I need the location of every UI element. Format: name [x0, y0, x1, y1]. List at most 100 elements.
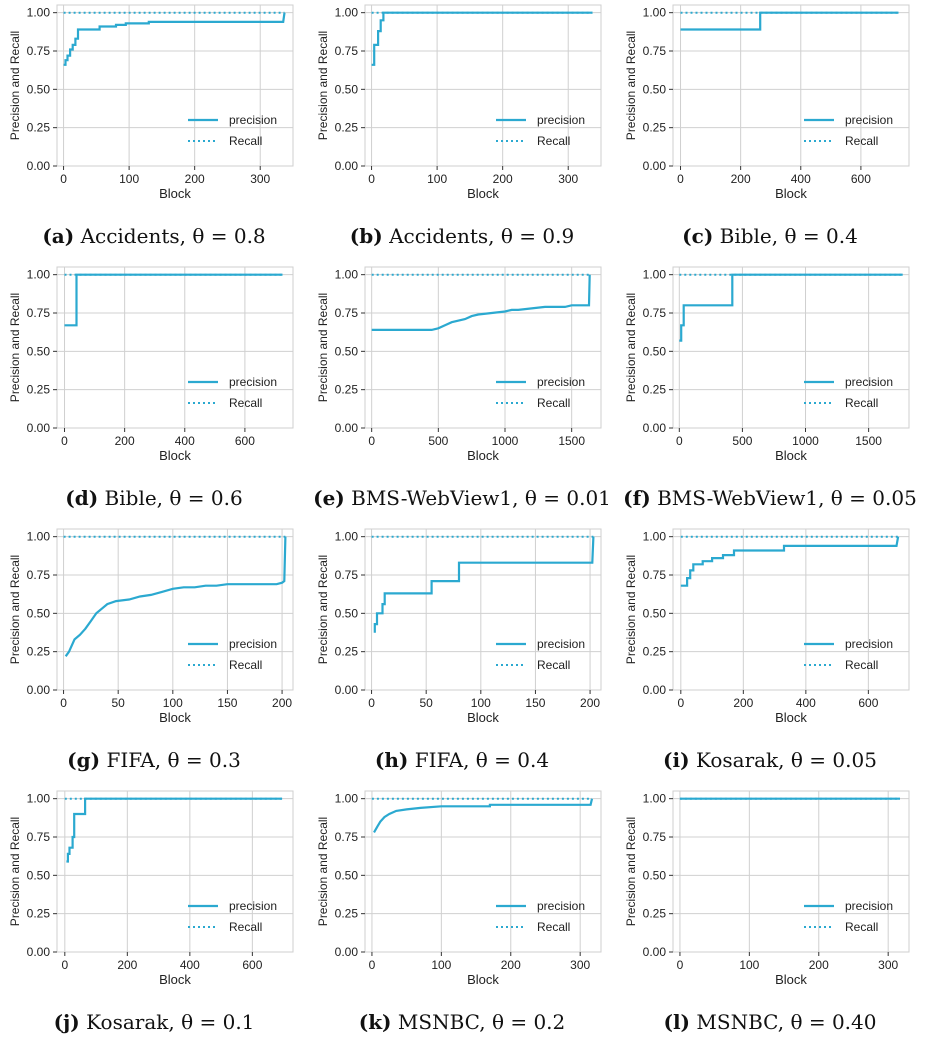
legend-label: Recall: [845, 920, 878, 934]
legend-label: precision: [229, 637, 277, 651]
x-tick-label: 600: [235, 434, 255, 448]
y-axis-label: Precision and Recall: [316, 555, 330, 664]
x-tick-label: 100: [163, 696, 183, 710]
y-axis-label: Precision and Recall: [624, 293, 638, 402]
series-line-precision: [680, 536, 900, 587]
subfigure-caption: (c) Bible, θ = 0.4: [616, 224, 924, 248]
plot-frame: [56, 528, 294, 691]
x-tick-label: 1500: [855, 434, 882, 448]
chart-panel: 0 200 400 600 0.00 0.25 0.50 0.75 1.00 Block Preci…: [0, 262, 308, 522]
plot-frame: [672, 790, 910, 953]
x-tick-label: 0: [368, 434, 375, 448]
series-line-precision: [64, 536, 287, 657]
plot-frame: [364, 790, 602, 953]
x-tick-label: 300: [878, 958, 898, 972]
x-tick-label: 200: [501, 958, 521, 972]
legend-label: Recall: [537, 920, 570, 934]
y-axis-label: Precision and Recall: [316, 817, 330, 926]
legend-label: precision: [229, 113, 277, 127]
x-tick-label: 50: [420, 696, 434, 710]
y-tick-label: 0.75: [27, 306, 51, 320]
legend-label: Recall: [229, 920, 262, 934]
y-tick-label: 0.25: [643, 383, 667, 397]
subfigure-caption: (g) FIFA, θ = 0.3: [0, 748, 308, 772]
x-axis-label: Block: [467, 186, 499, 201]
legend-label: precision: [845, 637, 893, 651]
y-tick-label: 0.00: [643, 159, 667, 173]
legend-label: precision: [845, 375, 893, 389]
x-tick-label: 0: [677, 696, 684, 710]
x-axis-label: Block: [467, 448, 499, 463]
subfigure-tag: (k): [358, 1010, 392, 1034]
chart-panel: 0 200 400 600 0.00 0.25 0.50 0.75 1.00 Block Preci…: [0, 786, 308, 1046]
y-tick-label: 1.00: [27, 6, 51, 20]
subfigure-caption: (d) Bible, θ = 0.6: [0, 486, 308, 510]
x-tick-label: 0: [60, 172, 67, 186]
y-tick-label: 0.75: [643, 306, 667, 320]
x-tick-label: 0: [61, 434, 68, 448]
y-tick-label: 0.50: [643, 606, 667, 620]
chart-panel: 0 100 200 300 0.00 0.25 0.50 0.75 1.00 Block Preci…: [0, 0, 308, 260]
series-line-precision: [66, 797, 283, 863]
y-tick-label: 0.75: [335, 568, 359, 582]
x-tick-label: 100: [427, 172, 447, 186]
y-tick-label: 1.00: [643, 530, 667, 544]
y-axis-label: Precision and Recall: [624, 31, 638, 140]
subfigure-tag: (f): [623, 486, 651, 510]
subfigure-tag: (e): [313, 486, 345, 510]
x-tick-label: 0: [677, 172, 684, 186]
x-axis-label: Block: [467, 710, 499, 725]
y-tick-label: 0.25: [27, 121, 51, 135]
chart-svg: 0 100 200 300 0.00 0.25 0.50 0.75 1.00 Block Preci…: [316, 4, 602, 201]
y-tick-label: 0.75: [643, 830, 667, 844]
legend-label: precision: [845, 113, 893, 127]
y-tick-label: 0.25: [335, 645, 359, 659]
subfigure-tag: (d): [65, 486, 99, 510]
y-tick-label: 0.00: [335, 945, 359, 959]
legend-label: precision: [537, 637, 585, 651]
y-tick-label: 0.50: [335, 82, 359, 96]
chart-panel: 0 500 1000 1500 0.00 0.25 0.50 0.75 1.00 Block Pre…: [308, 262, 616, 522]
subfigure-tag: (j): [53, 1010, 80, 1034]
y-tick-label: 1.00: [643, 792, 667, 806]
x-tick-label: 100: [119, 172, 139, 186]
y-tick-label: 0.25: [643, 645, 667, 659]
chart-svg: 0 500 1000 1500 0.00 0.25 0.50 0.75 1.00 Block Pre…: [316, 266, 602, 463]
legend-label: precision: [537, 375, 585, 389]
y-tick-label: 0.25: [27, 645, 51, 659]
y-tick-label: 0.50: [643, 868, 667, 882]
y-tick-label: 0.50: [27, 344, 51, 358]
y-tick-label: 0.00: [643, 421, 667, 435]
plot-frame: [56, 790, 294, 953]
y-axis-label: Precision and Recall: [8, 293, 22, 402]
x-tick-label: 200: [809, 958, 829, 972]
subfigure-caption-text: Accidents, θ = 0.8: [80, 224, 266, 248]
y-tick-label: 1.00: [335, 792, 359, 806]
x-axis-label: Block: [467, 972, 499, 987]
chart-svg: 0 200 400 600 0.00 0.25 0.50 0.75 1.00 Block Preci…: [624, 528, 910, 725]
subfigure-tag: (a): [42, 224, 75, 248]
x-tick-label: 0: [61, 958, 68, 972]
series-line-precision: [64, 273, 283, 327]
y-tick-label: 0.50: [27, 868, 51, 882]
x-tick-label: 300: [558, 172, 578, 186]
x-tick-label: 200: [493, 172, 513, 186]
legend-label: Recall: [845, 134, 878, 148]
y-tick-label: 0.50: [335, 606, 359, 620]
y-tick-label: 0.75: [335, 44, 359, 58]
y-tick-label: 0.00: [27, 945, 51, 959]
x-tick-label: 200: [733, 696, 753, 710]
legend-label: Recall: [537, 658, 570, 672]
y-tick-label: 1.00: [27, 792, 51, 806]
y-axis-label: Precision and Recall: [8, 817, 22, 926]
y-axis-label: Precision and Recall: [316, 31, 330, 140]
x-tick-label: 0: [369, 958, 376, 972]
legend-label: Recall: [845, 658, 878, 672]
x-tick-label: 500: [732, 434, 752, 448]
y-tick-label: 0.50: [27, 82, 51, 96]
chart-svg: 0 50 100 150 200 0.00 0.25 0.50 0.75 1.00 Block Pre…: [316, 528, 602, 725]
x-axis-label: Block: [159, 972, 191, 987]
plot-frame: [364, 528, 602, 691]
y-tick-label: 0.00: [27, 683, 51, 697]
subfigure-caption-text: Kosarak, θ = 0.1: [86, 1010, 255, 1034]
